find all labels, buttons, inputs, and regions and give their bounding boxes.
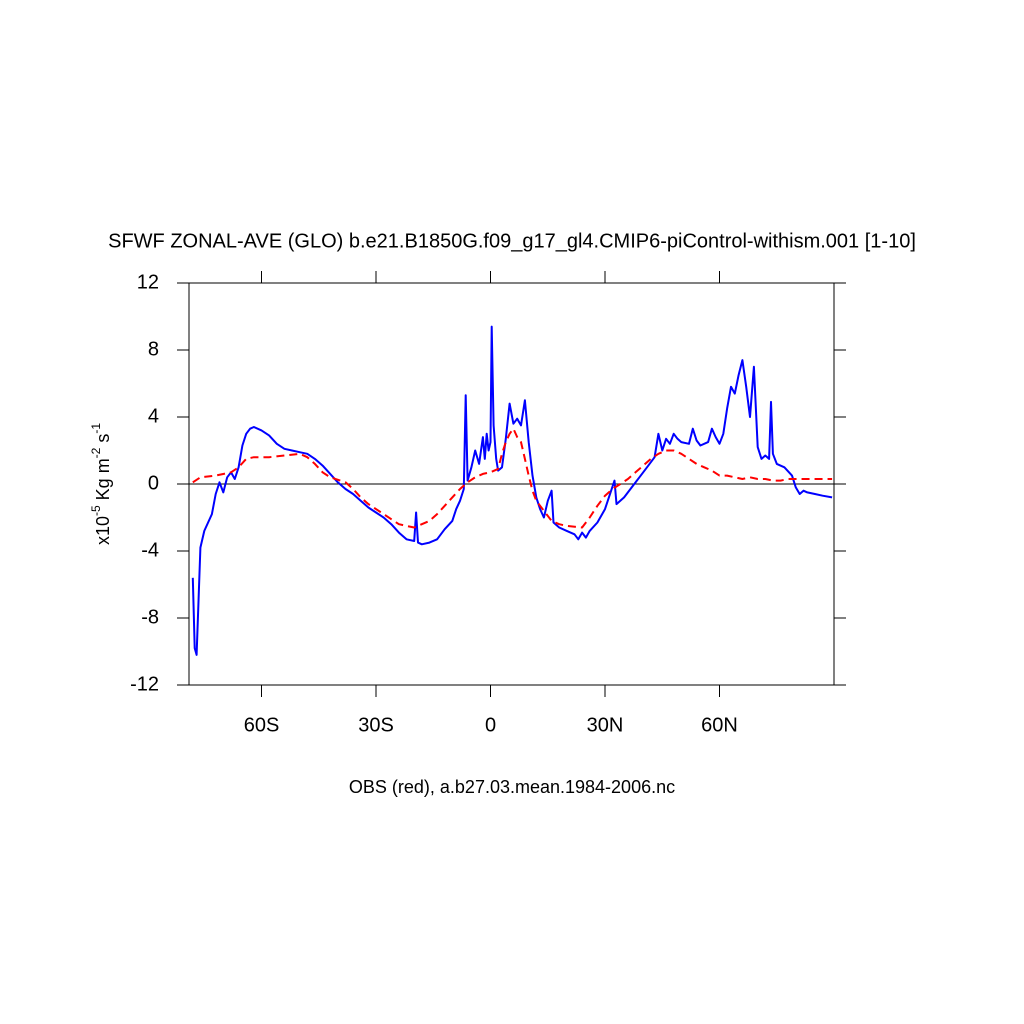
y-tick-label: 4: [148, 405, 159, 427]
y-label-sup: -1: [89, 423, 103, 434]
x-tick-label: 60S: [244, 714, 280, 736]
y-tick-label: 0: [148, 472, 159, 494]
y-label-part: Kg m: [93, 458, 113, 505]
x-tick-label: 30N: [587, 714, 624, 736]
y-tick-label: 8: [148, 338, 159, 360]
y-tick-label: 12: [137, 271, 159, 293]
x-axis-label: OBS (red), a.b27.03.mean.1984-2006.nc: [349, 777, 675, 797]
y-label-sup: -5: [89, 505, 103, 516]
y-label-part: x10: [93, 516, 113, 545]
x-tick-label: 30S: [358, 714, 394, 736]
data-line: [192, 427, 833, 529]
x-tick-label: 60N: [701, 714, 738, 736]
x-tick-label: 0: [485, 714, 496, 736]
y-tick-label: -12: [130, 673, 159, 695]
y-label-sup: -2: [89, 447, 103, 458]
y-tick-label: -8: [141, 606, 159, 628]
data-line: [191, 325, 833, 656]
chart-title: SFWF ZONAL-AVE (GLO) b.e21.B1850G.f09_g1…: [108, 230, 916, 252]
plot-frame: [188, 282, 835, 686]
y-axis-label: x10-5 Kg m-2 s-1: [89, 423, 113, 545]
y-tick-label: -4: [141, 539, 159, 561]
y-label-part: s: [93, 434, 113, 448]
